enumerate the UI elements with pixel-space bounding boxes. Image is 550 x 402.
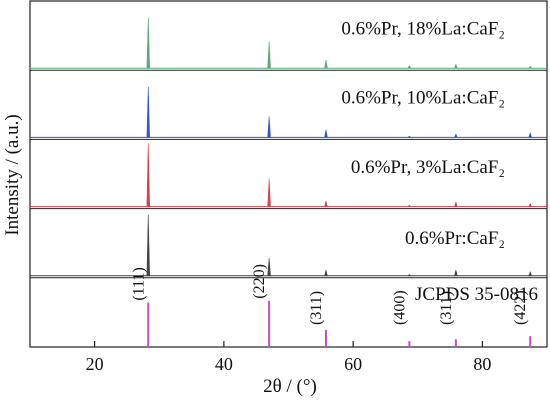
peak: [146, 214, 150, 277]
peak: [528, 65, 533, 69]
peak: [528, 271, 533, 277]
peak-label: (111): [130, 267, 147, 300]
peak: [454, 270, 458, 277]
peak-label: (422): [512, 290, 529, 325]
peak: [407, 204, 412, 207]
peak: [267, 116, 271, 138]
x-tick-label: 60: [344, 354, 362, 374]
peak: [267, 178, 271, 207]
peak: [528, 131, 533, 138]
peak: [146, 143, 150, 207]
peak: [528, 202, 533, 207]
peak: [324, 200, 328, 207]
peak-label: (311): [438, 291, 455, 325]
peak: [454, 133, 458, 138]
x-tick-label: 40: [215, 354, 233, 374]
peak-label: (220): [251, 264, 268, 299]
plot-frame: [29, 0, 548, 348]
y-axis-label: Intensity / (a.u.): [2, 114, 23, 235]
legend-label: 0.6%Pr:CaF₂: [405, 228, 505, 249]
x-axis-label: 2θ / (°): [263, 376, 317, 397]
peak: [324, 270, 328, 277]
peak: [407, 274, 412, 277]
peak: [454, 63, 458, 69]
x-tick-label: 20: [86, 354, 104, 374]
peak: [324, 129, 328, 138]
peak: [146, 17, 150, 69]
peak: [267, 41, 271, 69]
peak: [324, 59, 328, 69]
legend-label: 0.6%Pr, 18%La:CaF₂: [341, 18, 505, 39]
legend-label: JCPDS 35-0816: [415, 284, 538, 305]
x-tick-label: 80: [473, 354, 491, 374]
peak: [454, 201, 458, 207]
peak-label: (400): [391, 290, 408, 325]
peak: [267, 258, 271, 277]
peak: [407, 65, 412, 69]
legend-label: 0.6%Pr, 3%La:CaF₂: [351, 157, 505, 178]
legend-label: 0.6%Pr, 10%La:CaF₂: [341, 88, 505, 109]
peak-label: (311): [308, 291, 325, 325]
peak: [146, 86, 150, 138]
peak: [407, 135, 412, 138]
